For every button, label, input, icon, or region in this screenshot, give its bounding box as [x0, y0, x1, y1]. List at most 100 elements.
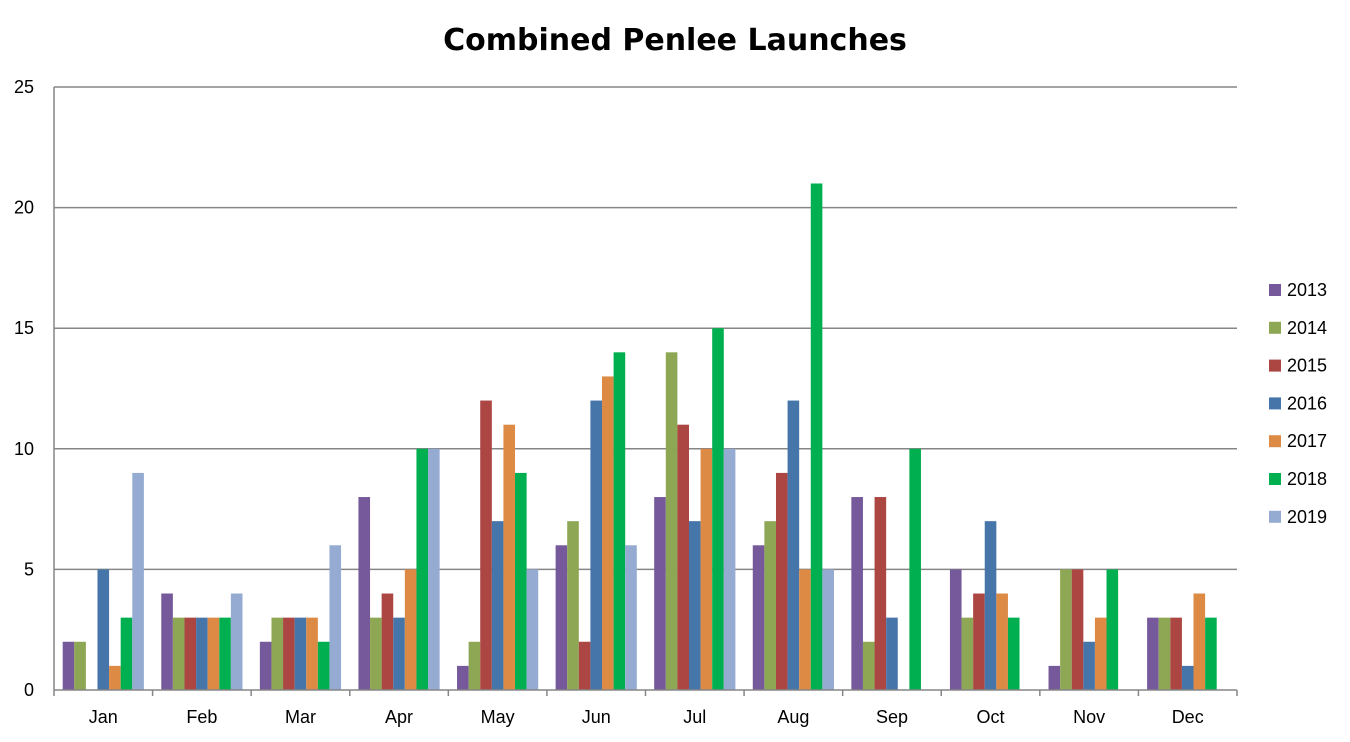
- bar: [822, 569, 834, 690]
- bar: [259, 641, 272, 690]
- y-tick-label: 0: [24, 680, 34, 700]
- bar: [700, 448, 713, 690]
- x-tick-label: Jan: [89, 707, 118, 727]
- bar: [1106, 569, 1119, 690]
- legend-label: 2016: [1287, 393, 1327, 413]
- bar: [712, 328, 724, 690]
- bar: [283, 617, 295, 690]
- bar: [578, 641, 591, 690]
- bar: [1181, 665, 1194, 690]
- bar: [677, 424, 689, 690]
- bar: [491, 521, 504, 690]
- bar: [567, 521, 579, 690]
- bar: [109, 665, 121, 690]
- bar: [457, 665, 469, 690]
- y-tick-label: 20: [14, 198, 34, 218]
- bar: [973, 593, 985, 690]
- bar: [613, 352, 626, 690]
- bar: [416, 448, 429, 690]
- bar: [752, 545, 765, 690]
- bar: [132, 472, 144, 690]
- bar: [1071, 569, 1084, 690]
- bar: [1170, 617, 1182, 690]
- bar: [74, 641, 86, 690]
- y-tick-label: 10: [14, 439, 34, 459]
- bar: [1158, 617, 1171, 690]
- x-tick-labels: Jan Feb Mar Apr May Jun Jul Aug Sep Oct Nov Dec: [89, 707, 1204, 727]
- x-tick-label: Jun: [582, 707, 611, 727]
- bar: [602, 376, 614, 690]
- legend-label: 2017: [1287, 431, 1327, 451]
- x-tick-label: Sep: [876, 707, 908, 727]
- x-tick-label: Nov: [1073, 707, 1105, 727]
- bar: [62, 641, 75, 690]
- x-tick-label: Dec: [1172, 707, 1204, 727]
- legend-swatch: [1269, 284, 1281, 296]
- y-tick-label: 25: [14, 77, 34, 97]
- bar: [862, 641, 875, 690]
- bar: [196, 617, 208, 690]
- bar: [404, 569, 417, 690]
- bar: [271, 617, 284, 690]
- legend-label: 2018: [1287, 469, 1327, 489]
- bar: [97, 569, 110, 690]
- bar: [886, 617, 898, 690]
- bar: [230, 593, 243, 690]
- y-tick-label: 15: [14, 318, 34, 338]
- x-tick-label: May: [481, 707, 515, 727]
- bar: [207, 617, 220, 690]
- bars: [62, 183, 1217, 691]
- bar: [515, 472, 527, 690]
- x-tick-label: Mar: [285, 707, 316, 727]
- bar: [665, 352, 678, 690]
- x-tick-label: Apr: [385, 707, 413, 727]
- bar: [294, 617, 307, 690]
- axes: [53, 87, 1238, 696]
- bar: [1007, 617, 1020, 690]
- legend-label: 2019: [1287, 507, 1327, 527]
- legend-swatch: [1269, 359, 1281, 372]
- bar: [370, 617, 382, 690]
- bar: [909, 448, 921, 690]
- legend: 2013 2014 2015 2016 2017 2018 2019: [1269, 280, 1327, 527]
- y-tick-labels: 0 5 10 15 20 25: [14, 77, 34, 700]
- bar: [306, 617, 318, 690]
- bar: [996, 593, 1008, 690]
- bar: [984, 521, 997, 690]
- bar: [764, 521, 776, 690]
- bar: [1048, 665, 1061, 690]
- bar: [468, 641, 481, 690]
- bar: [184, 617, 197, 690]
- bar: [393, 617, 405, 690]
- bar: [961, 617, 974, 690]
- bar: [688, 521, 701, 690]
- legend-label: 2013: [1287, 280, 1327, 300]
- bar: [1094, 617, 1107, 690]
- bar: [317, 641, 330, 690]
- bar: [874, 497, 887, 690]
- bar: [555, 545, 568, 690]
- x-tick-label: Jul: [683, 707, 706, 727]
- gridlines: [54, 86, 1237, 571]
- x-tick-label: Feb: [186, 707, 217, 727]
- x-tick-label: Aug: [777, 707, 809, 727]
- bar: [480, 400, 492, 690]
- legend-swatch: [1269, 397, 1281, 410]
- bar: [161, 593, 173, 690]
- bar: [329, 545, 342, 690]
- bar: [1205, 617, 1217, 690]
- bar: [1060, 569, 1072, 690]
- bar: [590, 400, 603, 690]
- chart-title: Combined Penlee Launches: [443, 23, 907, 58]
- legend-label: 2015: [1287, 356, 1327, 376]
- bar: [1193, 593, 1206, 690]
- bar: [625, 545, 637, 690]
- bar: [503, 424, 516, 690]
- legend-swatch: [1269, 321, 1281, 334]
- bar: [949, 569, 962, 690]
- bar: [526, 569, 539, 690]
- bar: [120, 617, 133, 690]
- bar: [1083, 641, 1095, 690]
- bar: [775, 472, 788, 690]
